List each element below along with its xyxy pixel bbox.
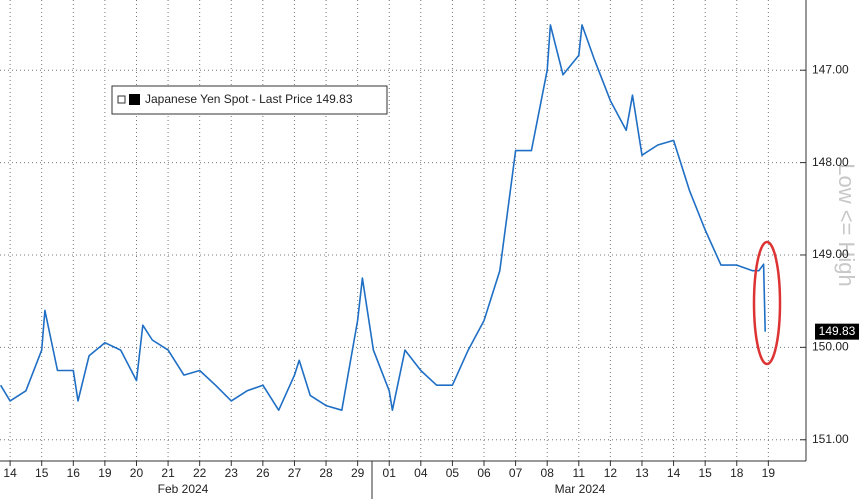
x-tick-label: 26 (256, 466, 270, 480)
y-tick-label: 148.00 (812, 155, 849, 169)
x-tick-label: 15 (698, 466, 712, 480)
x-tick-label: 19 (762, 466, 776, 480)
x-tick-label: 14 (667, 466, 681, 480)
x-tick-label: 15 (35, 466, 49, 480)
x-tick-label: 07 (509, 466, 523, 480)
x-tick-label: 12 (604, 466, 618, 480)
x-tick-label: 01 (383, 466, 397, 480)
annotation: Low <= High (834, 163, 859, 287)
y-tick-label: 147.00 (812, 62, 849, 76)
grid (0, 0, 805, 461)
plot (0, 24, 766, 411)
legend-swatch (129, 94, 140, 105)
x-tick-label: 08 (541, 466, 555, 480)
x-tick-label: 28 (319, 466, 333, 480)
x-tick-label: 23 (225, 466, 239, 480)
x-tick-label: 19 (98, 466, 112, 480)
x-tick-label: 21 (161, 466, 175, 480)
last-price-box (815, 323, 859, 340)
x-tick-label: 11 (573, 466, 586, 480)
x-tick-label: 22 (193, 466, 207, 480)
x-tick-label: 06 (477, 466, 491, 480)
legend-icon (117, 95, 126, 104)
x-tick-label: 04 (414, 466, 428, 480)
x-tick-label: 13 (635, 466, 649, 480)
price-line (0, 24, 766, 411)
x-tick-label: 20 (130, 466, 144, 480)
highlight-ellipse (752, 240, 782, 366)
y-tick-label: 150.00 (812, 340, 849, 354)
x-tick-label: 27 (288, 466, 302, 480)
legend-label: Japanese Yen Spot - Last Price 149.83 (145, 92, 353, 106)
x-tick-label: 16 (67, 466, 81, 480)
legend: Japanese Yen Spot - Last Price 149.83 (111, 85, 388, 115)
month-label: Feb 2024 (158, 482, 209, 496)
y-tick-label: 149.00 (812, 247, 849, 261)
x-tick-label: 05 (446, 466, 460, 480)
x-tick-label: 18 (730, 466, 744, 480)
x-tick-label: 14 (3, 466, 17, 480)
y-tick-label: 151.00 (812, 432, 849, 446)
x-tick-label: 29 (351, 466, 365, 480)
last-price-label: 149.83 (819, 324, 856, 338)
legend-box (111, 85, 388, 115)
month-label: Mar 2024 (555, 482, 606, 496)
